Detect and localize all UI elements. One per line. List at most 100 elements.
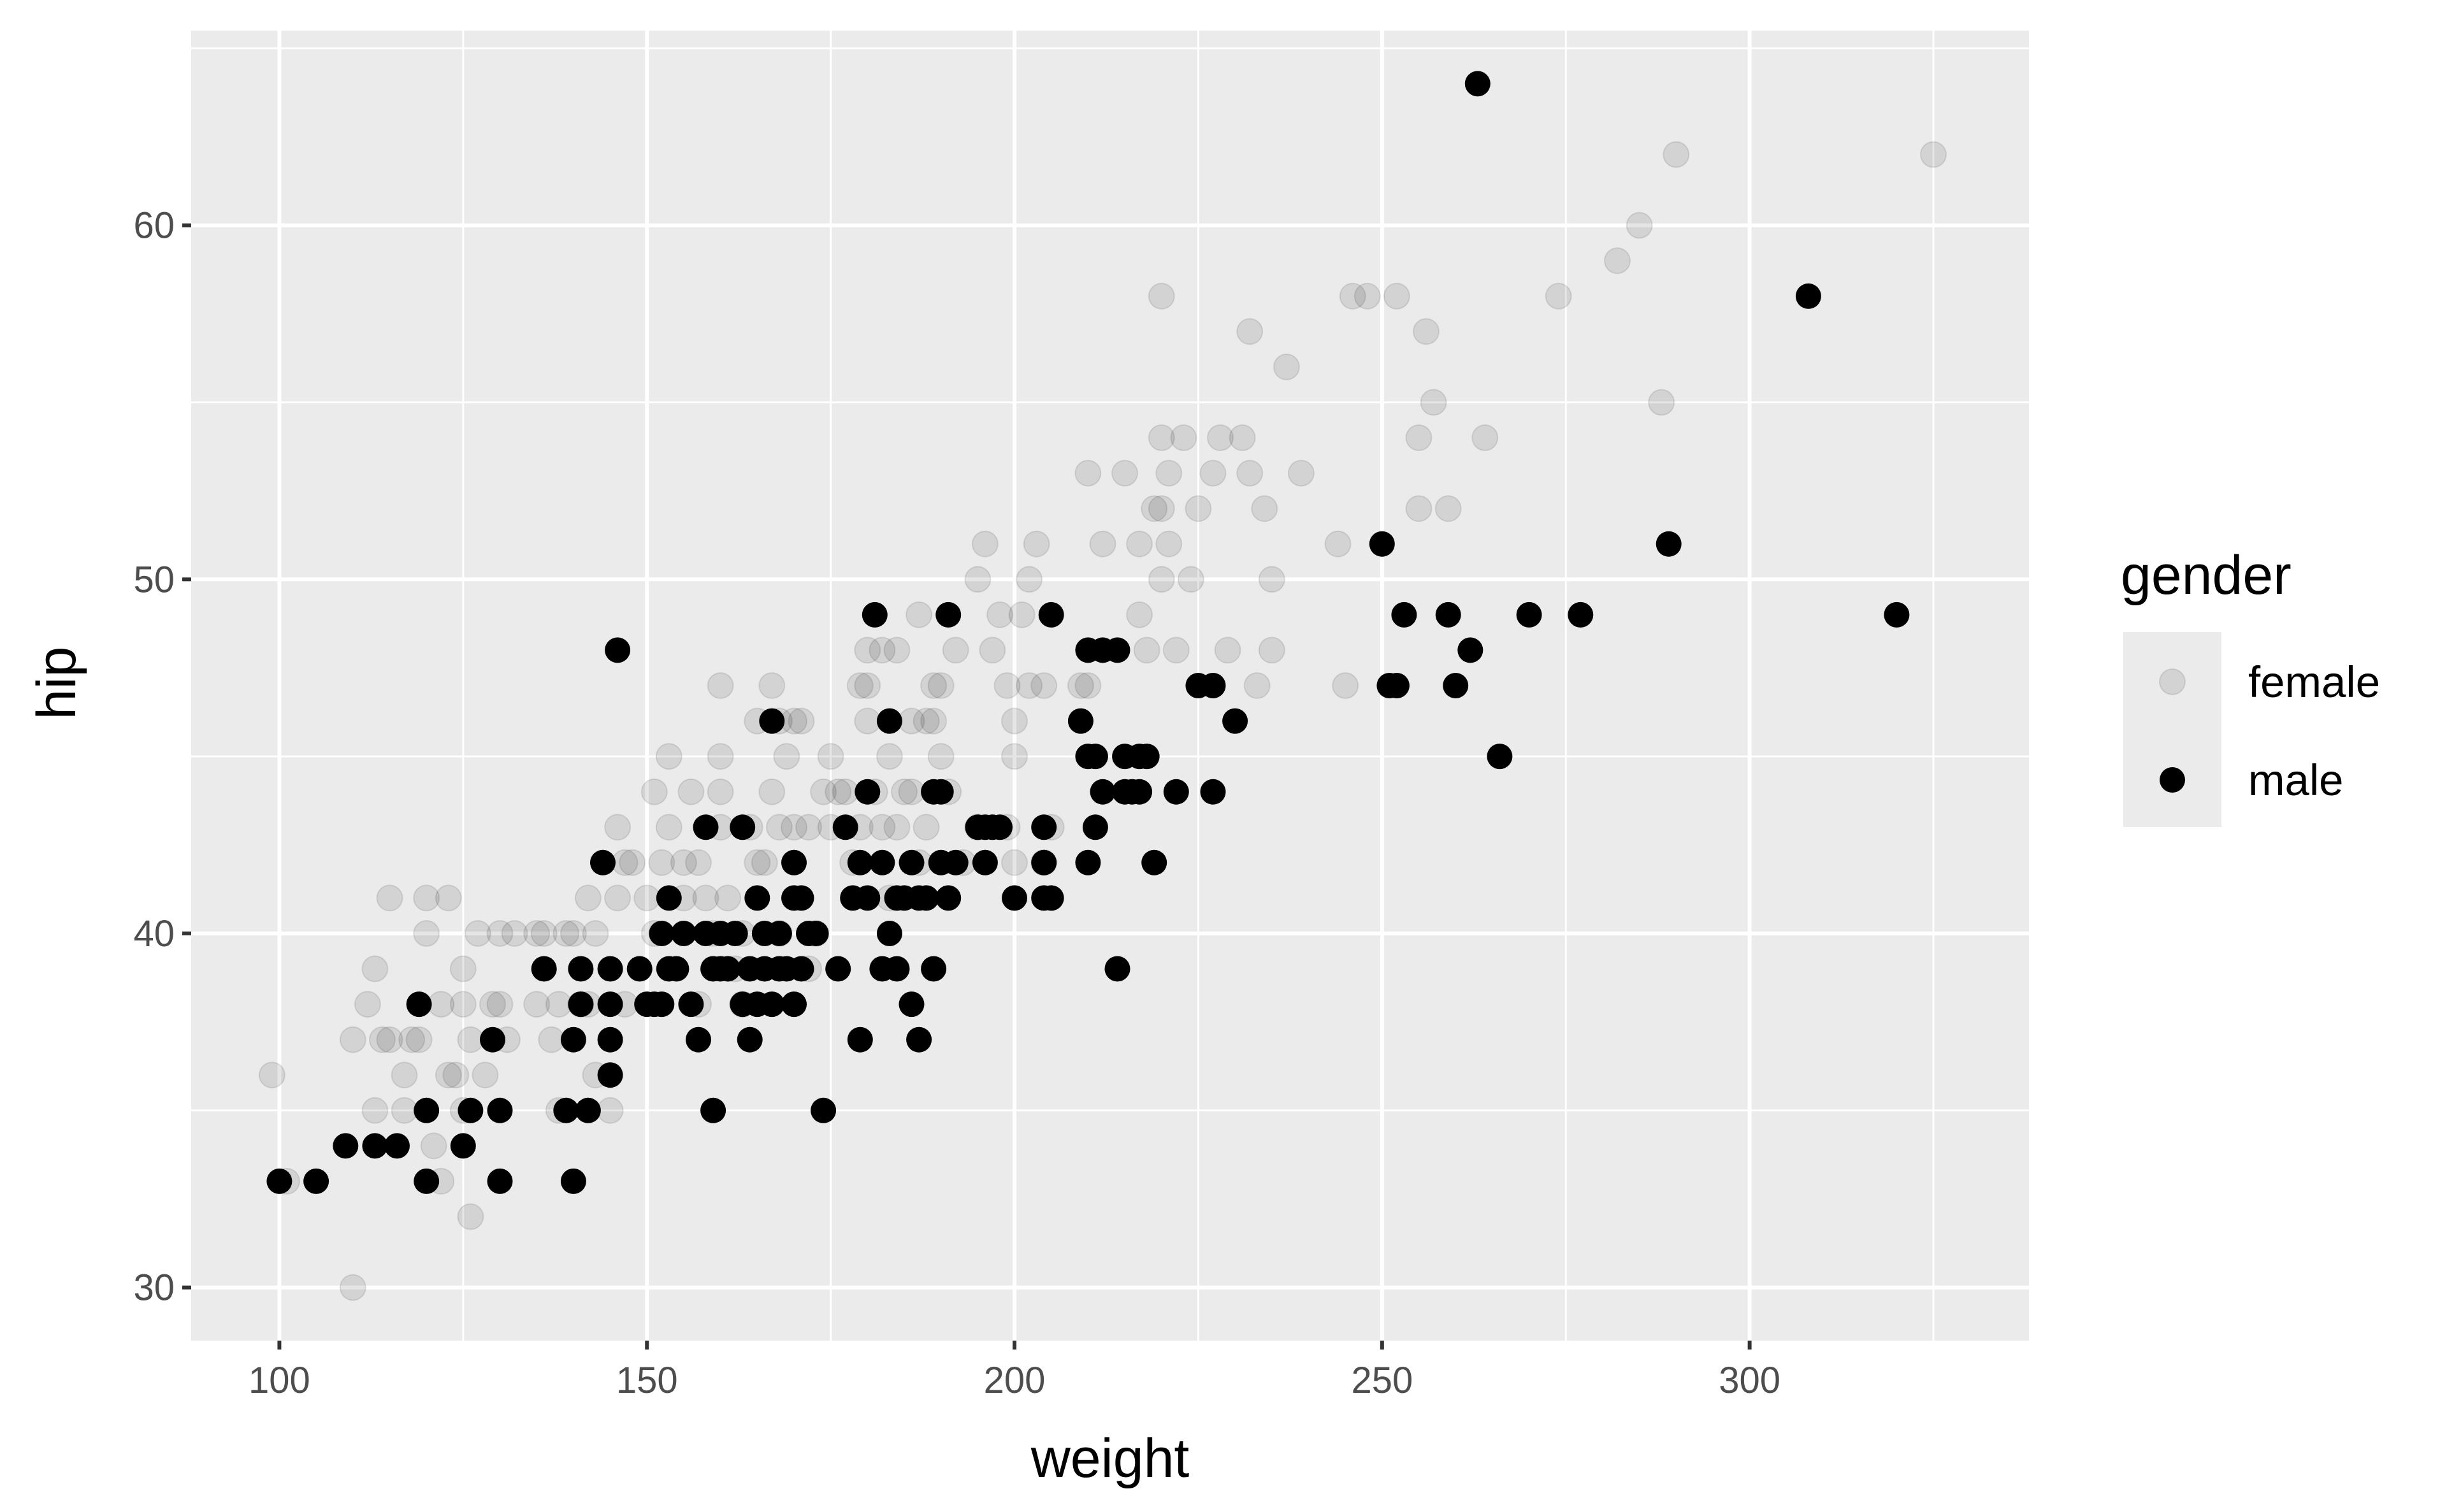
- point-male: [722, 921, 748, 946]
- point-female: [906, 601, 933, 628]
- point-male: [788, 956, 814, 982]
- x-axis-title: weight: [1030, 1428, 1190, 1489]
- point-female: [596, 1097, 624, 1124]
- point-male: [266, 1168, 292, 1194]
- point-male: [458, 1097, 484, 1123]
- point-female: [1148, 282, 1175, 310]
- x-tick-label: 200: [984, 1360, 1046, 1401]
- point-female: [1126, 601, 1153, 628]
- point-female: [1236, 459, 1264, 487]
- point-male: [1464, 71, 1491, 97]
- point-female: [655, 814, 682, 841]
- point-female: [1008, 601, 1036, 628]
- point-male: [1516, 601, 1542, 628]
- point-female: [898, 778, 925, 805]
- point-female: [1413, 318, 1440, 345]
- point-female: [758, 672, 786, 699]
- point-male: [1031, 849, 1057, 875]
- point-female: [876, 743, 903, 770]
- point-female: [993, 672, 1021, 699]
- point-female: [1148, 495, 1175, 522]
- point-female: [1420, 389, 1447, 416]
- point-male: [531, 956, 557, 982]
- point-female: [714, 884, 742, 912]
- point-male: [847, 849, 873, 875]
- point-male: [1443, 673, 1469, 698]
- point-female: [523, 920, 551, 947]
- major-gridlines: [191, 31, 2029, 1341]
- point-male: [384, 1133, 410, 1159]
- x-tick-label: 150: [616, 1360, 678, 1401]
- point-female: [1648, 389, 1675, 416]
- point-male: [597, 956, 623, 982]
- point-female: [707, 672, 734, 699]
- point-male: [921, 956, 947, 982]
- point-female: [677, 778, 705, 805]
- y-axis-title: hip: [26, 647, 87, 720]
- point-female: [640, 778, 668, 805]
- point-male: [686, 1026, 711, 1053]
- point-female: [619, 849, 646, 876]
- point-female: [1023, 530, 1050, 558]
- point-male: [597, 1026, 623, 1053]
- point-female: [559, 920, 587, 947]
- point-female: [1243, 672, 1271, 699]
- point-male: [811, 1097, 837, 1123]
- point-female: [457, 1026, 484, 1053]
- legend-key-male: [2160, 767, 2185, 793]
- point-female: [361, 1097, 389, 1124]
- point-male: [759, 708, 785, 734]
- point-female: [913, 814, 940, 841]
- point-female: [1236, 318, 1264, 345]
- point-male: [1075, 849, 1101, 875]
- point-female: [501, 920, 528, 947]
- point-male: [855, 779, 881, 805]
- point-female: [552, 920, 580, 947]
- point-female: [1920, 141, 1947, 168]
- point-female: [457, 1203, 484, 1230]
- point-female: [1471, 424, 1499, 451]
- point-female: [1185, 495, 1212, 522]
- point-female: [1126, 530, 1153, 558]
- point-female: [1434, 495, 1462, 522]
- point-male: [1163, 779, 1189, 805]
- point-male: [678, 991, 704, 1018]
- point-female: [1258, 637, 1285, 664]
- point-female: [574, 884, 602, 912]
- point-male: [987, 814, 1013, 840]
- point-female: [832, 778, 859, 805]
- point-male: [1104, 637, 1130, 663]
- point-male: [1134, 744, 1160, 770]
- point-male: [700, 1097, 726, 1123]
- point-female: [927, 672, 955, 699]
- point-male: [487, 1097, 513, 1123]
- point-female: [1089, 530, 1116, 558]
- point-male: [781, 849, 807, 875]
- point-female: [258, 1062, 285, 1089]
- point-female: [486, 920, 514, 947]
- point-female: [1199, 459, 1227, 487]
- point-female: [604, 884, 632, 912]
- point-male: [884, 956, 910, 982]
- point-female: [361, 955, 389, 983]
- point-male: [855, 885, 881, 911]
- point-male: [1222, 708, 1248, 734]
- point-male: [656, 885, 682, 911]
- point-female: [1067, 672, 1094, 699]
- point-female: [1405, 424, 1433, 451]
- point-female: [854, 637, 881, 664]
- point-male: [1031, 814, 1057, 840]
- point-female: [825, 778, 852, 805]
- point-male: [1435, 601, 1461, 628]
- point-female: [1663, 141, 1690, 168]
- data-points: [258, 71, 1947, 1301]
- point-female: [986, 601, 1013, 628]
- point-male: [450, 1133, 476, 1159]
- point-female: [810, 778, 837, 805]
- point-female: [891, 778, 918, 805]
- point-male: [568, 991, 594, 1018]
- y-tick-label: 60: [133, 205, 175, 247]
- point-male: [1127, 779, 1153, 805]
- point-male: [626, 956, 653, 982]
- point-male: [1383, 673, 1410, 698]
